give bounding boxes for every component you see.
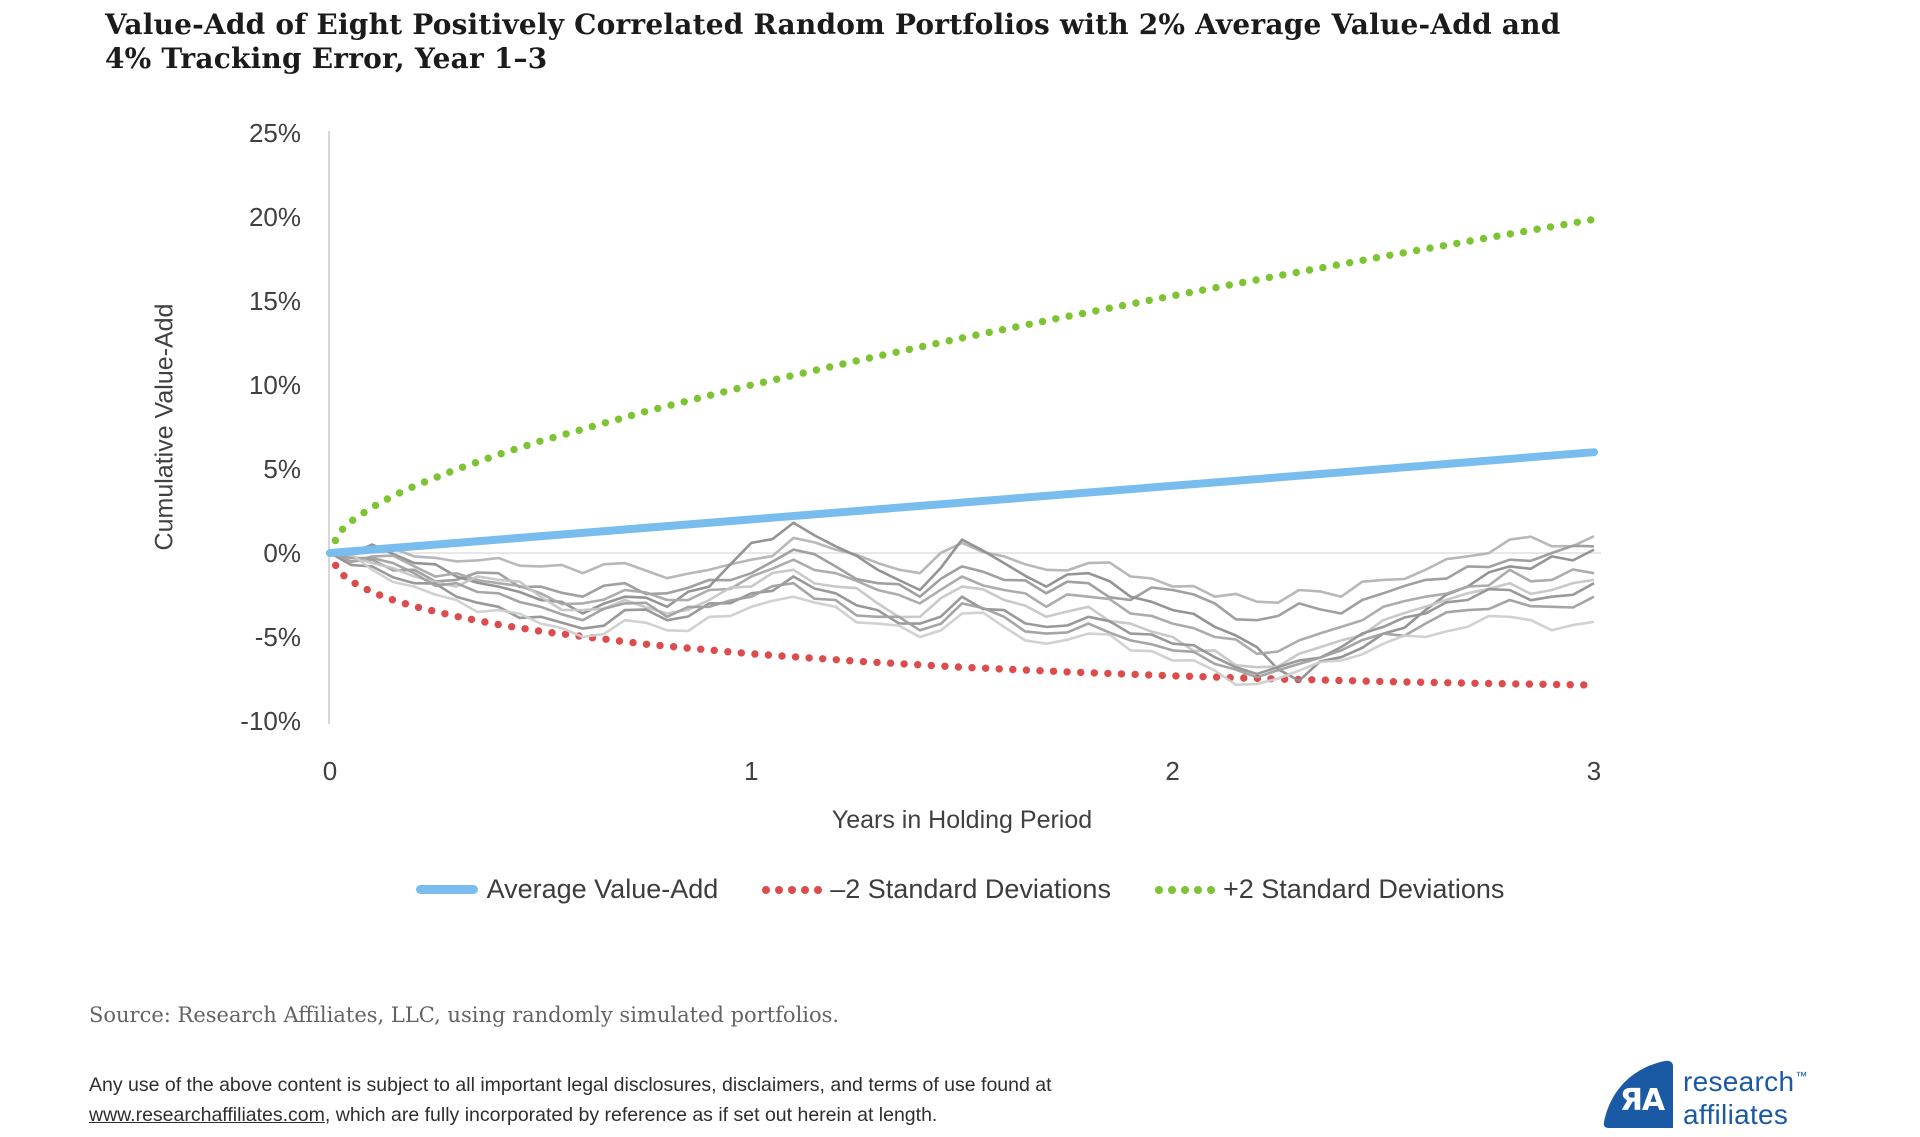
legend-label: +2 Standard Deviations [1222,874,1505,904]
x-axis-title: Years in Holding Period [831,806,1093,834]
y-tick-label: 0% [263,538,301,568]
y-tick-label: 20% [249,202,301,232]
y-tick-label: 15% [249,286,301,316]
y-tick-label: 10% [249,370,301,400]
chart-legend: Average Value-Add –2 Standard Deviations… [0,874,1920,905]
logo-mark: ЯA [1603,1060,1673,1128]
logo-word-research: research [1683,1066,1795,1097]
x-tick-label: 1 [744,756,758,786]
portfolio-line [329,535,1595,604]
chart-title-line2: 4% Tracking Error, Year 1–3 [105,42,548,75]
research-affiliates-logo: ЯA research™ affiliates [1603,1060,1807,1130]
legal-disclaimer: Any use of the above content is subject … [89,1070,1052,1130]
legend-item-average-value-add: Average Value-Add [415,874,719,905]
researchaffiliates-link[interactable]: www.researchaffiliates.com [89,1104,325,1126]
minus-2sd-swatch [762,885,823,894]
logo-monogram: ЯA [1620,1083,1666,1118]
disclaimer-line2: www.researchaffiliates.com, which are fu… [89,1100,1052,1130]
portfolio-line [329,551,1595,669]
portfolio-line [329,551,1595,679]
plus-2sd-swatch [1154,885,1215,894]
logo-sail-shape [1603,1060,1673,1128]
x-tick-label: 3 [1587,756,1601,786]
minus-2sd-dots [326,549,1588,689]
logo-wordmark: research™ affiliates [1683,1068,1807,1129]
average-value-add-line [326,448,1598,557]
x-tick-label: 0 [323,756,337,786]
portfolio-line [329,551,1595,687]
legend-item-minus-2sd: –2 Standard Deviations [762,874,1111,905]
portfolio-line [329,544,1595,622]
chart-title: Value-Add of Eight Positively Correlated… [105,8,1665,76]
disclaimer-line1: Any use of the above content is subject … [89,1074,1052,1096]
average-value-add-swatch [415,885,478,894]
legend-item-plus-2sd: +2 Standard Deviations [1154,874,1505,905]
value-add-chart: 25% 20% 15% 10% 5% 0% -5% -10% 0 1 2 3 [240,118,1601,786]
logo-word-affiliates: affiliates [1683,1099,1789,1130]
disclaimer-line2-rest: , which are fully incorporated by refere… [324,1104,938,1126]
portfolio-line [329,551,1595,676]
chart-title-line1: Value-Add of Eight Positively Correlated… [105,8,1561,41]
plus-2sd-dots [326,216,1595,557]
y-tick-label: -10% [240,706,301,736]
y-axis-title: Cumulative Value-Add [150,303,179,551]
x-tick-label: 2 [1165,756,1179,786]
legend-label: Average Value-Add [486,874,719,904]
legend-label: –2 Standard Deviations [830,874,1111,904]
trademark-symbol: ™ [1795,1069,1808,1083]
source-note: Source: Research Affiliates, LLC, using … [89,1003,840,1027]
y-tick-label: 5% [263,454,301,484]
y-tick-label: -5% [255,622,301,652]
y-tick-label: 25% [249,118,301,148]
portfolio-line [329,551,1595,656]
